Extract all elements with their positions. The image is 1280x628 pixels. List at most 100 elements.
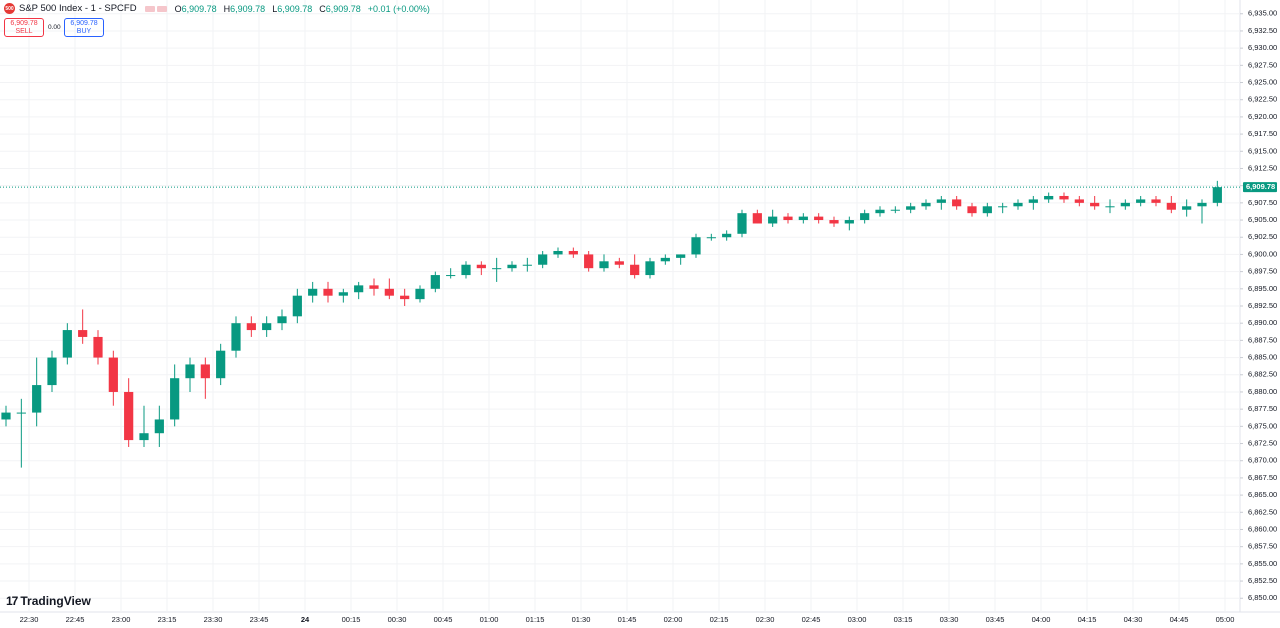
x-tick-label: 22:30 bbox=[20, 615, 39, 624]
candle-body bbox=[1090, 202, 1100, 207]
y-tick-label: 6,857.50 bbox=[1248, 542, 1277, 551]
candle-body bbox=[16, 412, 26, 414]
candle-body bbox=[200, 364, 210, 379]
candle-body bbox=[538, 254, 548, 265]
candle-body bbox=[277, 316, 287, 324]
logo[interactable]: 17 TradingView bbox=[6, 594, 91, 608]
x-tick-label: 02:30 bbox=[756, 615, 775, 624]
candle-body bbox=[124, 391, 134, 441]
y-tick-label: 6,850.00 bbox=[1248, 593, 1277, 602]
x-tick-label: 01:45 bbox=[618, 615, 637, 624]
y-tick-label: 6,925.00 bbox=[1248, 78, 1277, 87]
candle-body bbox=[737, 213, 747, 234]
ohlc-c: C6,909.78 bbox=[319, 3, 361, 14]
change: +0.01 (+0.00%) bbox=[367, 3, 430, 14]
x-tick-label: 02:15 bbox=[710, 615, 729, 624]
x-tick-label: 00:15 bbox=[342, 615, 361, 624]
symbol-icon: 500 bbox=[4, 3, 15, 14]
y-tick-label: 6,880.00 bbox=[1248, 387, 1277, 396]
candle-body bbox=[47, 357, 57, 386]
candle-body bbox=[614, 261, 624, 265]
y-tick-label: 6,907.50 bbox=[1248, 198, 1277, 207]
y-tick-label: 6,912.50 bbox=[1248, 163, 1277, 172]
candle-body bbox=[246, 323, 256, 331]
candle-body bbox=[492, 268, 502, 270]
candle-body bbox=[139, 433, 149, 441]
candle-body bbox=[1197, 202, 1207, 207]
status-tags bbox=[144, 5, 167, 12]
y-tick-label: 6,872.50 bbox=[1248, 439, 1277, 448]
y-tick-label: 6,870.00 bbox=[1248, 456, 1277, 465]
candle-body bbox=[1074, 199, 1084, 203]
candle-body bbox=[875, 209, 885, 214]
x-tick-label: 23:45 bbox=[250, 615, 269, 624]
candle-body bbox=[108, 357, 118, 392]
candle-body bbox=[921, 202, 931, 207]
candle-body bbox=[1028, 199, 1038, 203]
x-tick-label: 04:00 bbox=[1032, 615, 1051, 624]
y-tick-label: 6,930.00 bbox=[1248, 43, 1277, 52]
sell-label: SELL bbox=[15, 27, 33, 35]
y-tick-label: 6,905.00 bbox=[1248, 215, 1277, 224]
y-tick-label: 6,855.00 bbox=[1248, 559, 1277, 568]
x-tick-label: 23:15 bbox=[158, 615, 177, 624]
candle-body bbox=[1166, 202, 1176, 210]
sell-price: 6,909.78 bbox=[10, 19, 38, 27]
candle-body bbox=[706, 237, 716, 239]
candle-body bbox=[1105, 206, 1115, 208]
x-tick-label: 22:45 bbox=[66, 615, 85, 624]
y-tick-label: 6,927.50 bbox=[1248, 60, 1277, 69]
candle-body bbox=[369, 285, 379, 289]
candle-body bbox=[216, 350, 226, 379]
y-tick-label: 6,887.50 bbox=[1248, 335, 1277, 344]
y-tick-label: 6,900.00 bbox=[1248, 249, 1277, 258]
candle-body bbox=[1059, 195, 1069, 200]
candle-body bbox=[507, 264, 517, 269]
candle-body bbox=[814, 216, 824, 221]
candle-body bbox=[78, 330, 88, 337]
candle-body bbox=[722, 233, 732, 238]
candle-body bbox=[1013, 202, 1023, 207]
sell-button[interactable]: 6,909.78 SELL bbox=[4, 18, 44, 37]
candle-body bbox=[844, 220, 854, 224]
candle-body bbox=[323, 288, 333, 296]
candle-body bbox=[1151, 199, 1161, 203]
candle-body bbox=[154, 419, 164, 434]
candle-body bbox=[262, 323, 272, 331]
x-tick-label: 01:15 bbox=[526, 615, 545, 624]
x-tick-label: 01:30 bbox=[572, 615, 591, 624]
candle-body bbox=[170, 378, 180, 420]
candle-body bbox=[522, 264, 532, 266]
logo-text: TradingView bbox=[20, 594, 91, 608]
x-tick-label: 03:00 bbox=[848, 615, 867, 624]
x-tick-label: 02:00 bbox=[664, 615, 683, 624]
buy-button[interactable]: 6,909.78 BUY bbox=[64, 18, 104, 37]
candle-body bbox=[354, 285, 364, 293]
candle-body bbox=[998, 206, 1008, 208]
y-tick-label: 6,862.50 bbox=[1248, 507, 1277, 516]
candle-body bbox=[461, 264, 471, 276]
candle-body bbox=[384, 288, 394, 296]
candle-body bbox=[584, 254, 594, 269]
x-tick-label: 02:45 bbox=[802, 615, 821, 624]
candle-body bbox=[1120, 202, 1130, 207]
candle-body bbox=[400, 295, 410, 300]
candle-body bbox=[890, 209, 900, 211]
y-tick-label: 6,932.50 bbox=[1248, 26, 1277, 35]
buy-price: 6,909.78 bbox=[70, 19, 98, 27]
x-tick-label: 00:45 bbox=[434, 615, 453, 624]
candle-body bbox=[829, 220, 839, 224]
ohlc-h: H6,909.78 bbox=[223, 3, 266, 14]
symbol-title[interactable]: S&P 500 Index - 1 - SPCFD bbox=[19, 3, 137, 14]
candle-body bbox=[860, 213, 870, 221]
y-tick-label: 6,917.50 bbox=[1248, 129, 1277, 138]
x-tick-label: 00:30 bbox=[388, 615, 407, 624]
candle-body bbox=[1044, 195, 1054, 200]
candle-body bbox=[93, 336, 103, 358]
y-tick-label: 6,915.00 bbox=[1248, 146, 1277, 155]
y-tick-label: 6,860.00 bbox=[1248, 524, 1277, 533]
candle-body bbox=[676, 254, 686, 258]
candle-body bbox=[415, 288, 425, 300]
spread: 0.00 bbox=[48, 24, 61, 31]
